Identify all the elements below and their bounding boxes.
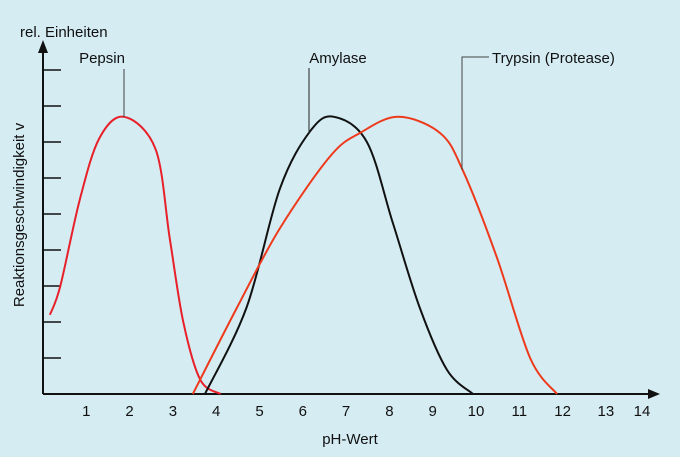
x-tick-label: 12: [554, 403, 571, 420]
y-unit-label: rel. Einheiten: [20, 24, 108, 41]
series-label-pepsin: Pepsin: [79, 50, 125, 67]
x-axis-arrow: [648, 389, 660, 399]
y-axis-label: Reaktionsgeschwindigkeit v: [11, 122, 28, 307]
label-leaders: [123, 56, 489, 170]
x-tick-label: 4: [212, 403, 220, 420]
x-tick-label: 9: [429, 403, 437, 420]
y-axis-arrow: [38, 40, 48, 53]
x-tick-label: 11: [512, 403, 528, 420]
x-tick-label: 1: [82, 403, 90, 420]
trypsin-leader: [461, 56, 489, 170]
series-label-amylase: Amylase: [309, 50, 367, 67]
ticks: 1 2 3 4 5 6 7 8 9 10 11 12 13 14: [43, 69, 651, 420]
x-tick-label: 6: [299, 403, 307, 420]
series-label-trypsin: Trypsin (Protease): [492, 50, 615, 67]
x-tick-label: 3: [169, 403, 177, 420]
x-tick-label: 14: [634, 403, 651, 420]
axes: [38, 40, 660, 399]
x-axis-label: pH-Wert: [322, 431, 378, 448]
pepsin-curve: [48, 115, 222, 395]
x-tick-label: 2: [125, 403, 133, 420]
x-tick-label: 8: [385, 403, 393, 420]
x-tick-label: 13: [598, 403, 615, 420]
trypsin-curve: [191, 115, 558, 395]
curves: [48, 115, 558, 395]
x-tick-label: 5: [255, 403, 263, 420]
amylase-curve: [204, 115, 474, 395]
x-tick-label: 7: [342, 403, 350, 420]
x-tick-label: 10: [468, 403, 485, 420]
